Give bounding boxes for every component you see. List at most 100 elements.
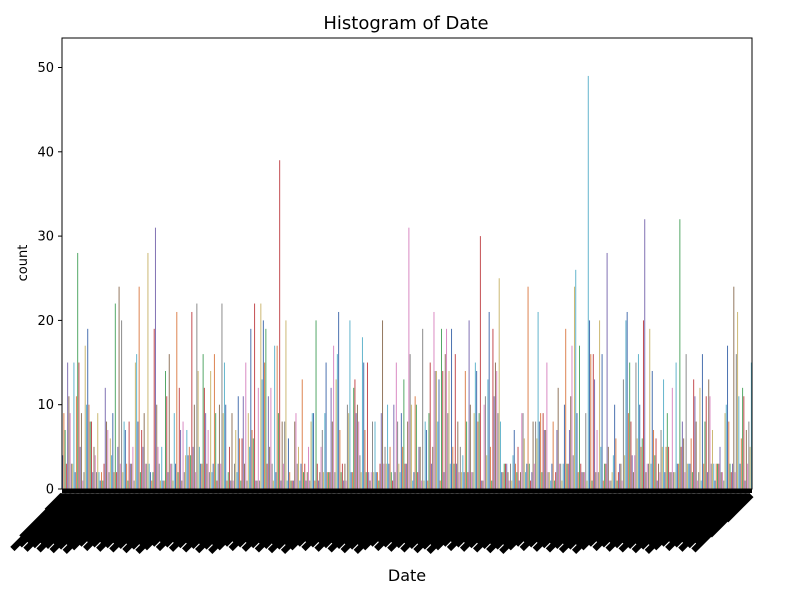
histogram-bar (118, 286, 120, 489)
histogram-bar (648, 463, 649, 489)
histogram-bar (492, 328, 494, 489)
histogram-bar (558, 463, 560, 489)
histogram-bar (310, 421, 312, 489)
histogram-bar (518, 480, 520, 489)
histogram-bar (344, 463, 346, 489)
histogram-bar (73, 362, 75, 489)
histogram-bar (117, 446, 119, 489)
histogram-bar (719, 446, 721, 489)
histogram-bar (665, 446, 667, 489)
histogram-bar (389, 446, 391, 489)
histogram-bar (226, 480, 228, 489)
histogram-bar (454, 354, 456, 489)
histogram-bar (360, 472, 362, 489)
histogram-bar (466, 421, 468, 489)
histogram-bar (566, 463, 568, 489)
histogram-bar (571, 345, 573, 489)
histogram-bar (595, 472, 597, 489)
chart-title: Histogram of Date (323, 13, 488, 34)
histogram-bar (237, 396, 239, 489)
histogram-bar (176, 311, 178, 489)
histogram-bar (417, 472, 419, 489)
histogram-bar (664, 472, 666, 489)
histogram-bar (193, 404, 195, 489)
histogram-bar (364, 429, 366, 489)
histogram-bar (329, 472, 331, 489)
histogram-bar (513, 429, 515, 489)
histogram-bar (186, 429, 188, 489)
histogram-bar (108, 472, 110, 489)
histogram-bar (606, 252, 608, 489)
histogram-bar (241, 438, 243, 489)
histogram-bar (543, 429, 545, 489)
histogram-bar (615, 438, 617, 489)
histogram-bar (191, 311, 193, 489)
histogram-bar (87, 328, 89, 489)
histogram-bar (706, 472, 708, 489)
histogram-bar (705, 396, 707, 489)
histogram-bar (701, 354, 703, 489)
histogram-bar (88, 404, 90, 489)
histogram-bar (614, 404, 616, 489)
histogram-bar (739, 463, 741, 489)
histogram-bar (148, 463, 150, 489)
histogram-bar (620, 463, 622, 489)
histogram-bar (149, 472, 151, 489)
histogram-bar (575, 269, 577, 489)
histogram-bar (392, 480, 394, 489)
histogram-bar (599, 320, 601, 489)
histogram-bar (556, 429, 558, 489)
histogram-bar (379, 463, 381, 489)
histogram-bar (727, 345, 729, 489)
histogram-bar (67, 362, 69, 489)
histogram-bar (644, 219, 646, 490)
histogram-bar (178, 387, 180, 489)
histogram-bar (109, 438, 111, 489)
histogram-bar (714, 480, 716, 489)
histogram-bar (720, 472, 722, 489)
histogram-bar (398, 463, 400, 489)
histogram-bar (244, 463, 246, 489)
histogram-bar (202, 354, 204, 489)
histogram-bar (99, 480, 101, 489)
histogram-bar (649, 328, 651, 489)
histogram-bar (82, 480, 84, 489)
histogram-bar (597, 472, 599, 489)
histogram-bar (354, 379, 356, 489)
histogram-bar (242, 396, 244, 489)
histogram-bar (252, 438, 254, 489)
histogram-bar (74, 472, 76, 489)
histogram-bar (654, 455, 656, 489)
histogram-bar (601, 354, 603, 489)
histogram-bar (484, 396, 486, 489)
histogram-bar (548, 472, 550, 489)
histogram-bar (634, 455, 636, 489)
histogram-bar (380, 413, 382, 489)
y-tick-label: 20 (37, 314, 54, 329)
histogram-bar (555, 472, 557, 489)
histogram-bar (441, 328, 442, 489)
histogram-bar (365, 472, 367, 489)
histogram-bar (356, 404, 358, 489)
histogram-bar (335, 379, 337, 489)
histogram-bar (463, 472, 465, 489)
histogram-bar (175, 463, 177, 489)
histogram-bar (503, 463, 505, 489)
histogram-bar (698, 472, 700, 489)
histogram-bar (274, 345, 276, 489)
histogram-bar (430, 463, 432, 489)
histogram-bar (366, 362, 368, 489)
histogram-bar (289, 472, 291, 489)
histogram-bar (139, 472, 141, 489)
histogram-bar (351, 472, 353, 489)
histogram-bar (230, 480, 232, 489)
histogram-bar (616, 480, 618, 489)
histogram-bar (408, 227, 410, 490)
histogram-bar (637, 354, 639, 489)
histogram-bar (678, 463, 680, 489)
histogram-bar (267, 396, 269, 489)
histogram-bar (397, 421, 399, 489)
histogram-bar (563, 404, 565, 489)
histogram-bar (104, 387, 106, 489)
histogram-bar (141, 429, 143, 489)
